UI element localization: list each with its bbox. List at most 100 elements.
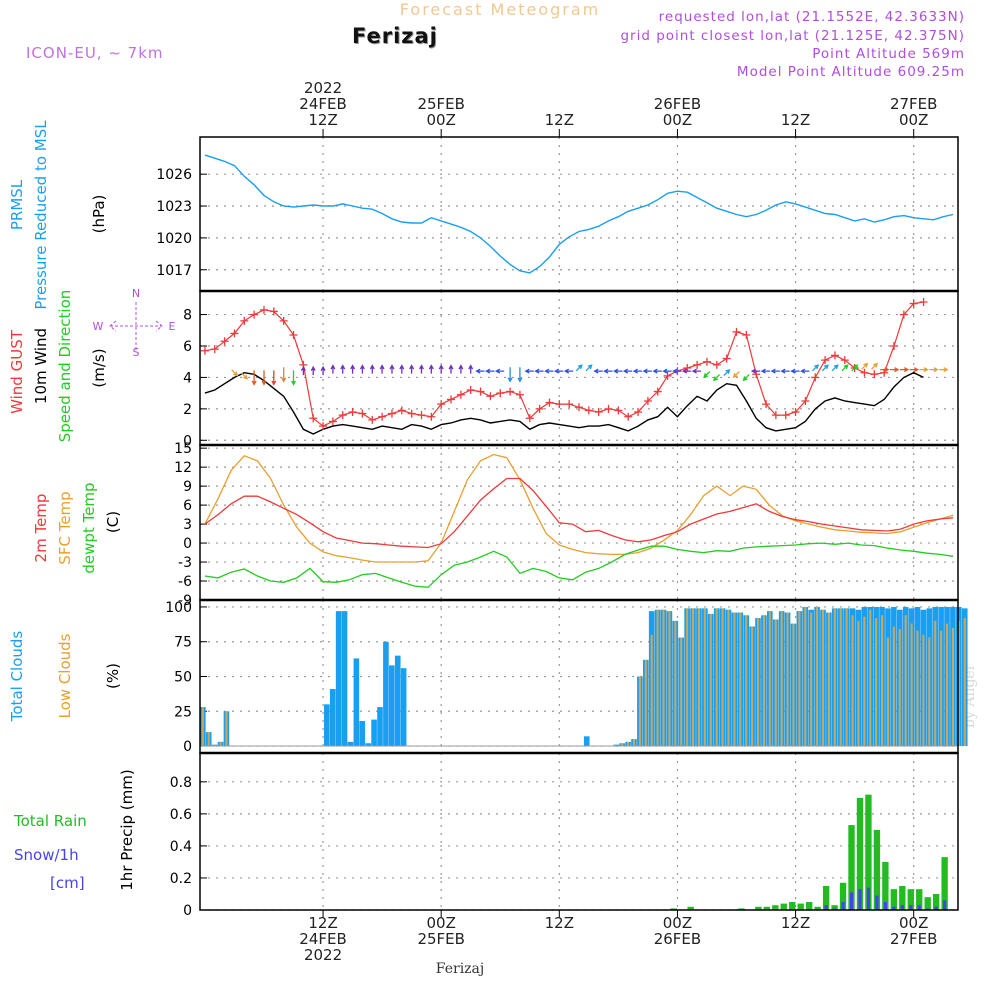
- gust-marker: [781, 411, 790, 420]
- gust-marker: [496, 389, 505, 398]
- gust-marker: [771, 411, 780, 420]
- wind-direction-arrow: [681, 368, 692, 374]
- wind-direction-arrow: [563, 368, 574, 374]
- wind-direction-arrow: [379, 364, 385, 374]
- low-cloud-bar: [632, 739, 636, 747]
- snow-bar: [909, 905, 913, 910]
- gust-marker: [515, 390, 524, 399]
- gust-marker: [437, 400, 446, 409]
- bottom-time-label: 24FEB: [299, 930, 346, 948]
- rain-bar: [907, 889, 914, 910]
- snow-bar: [875, 895, 879, 910]
- gust-marker: [712, 360, 721, 369]
- gust-marker: [702, 357, 711, 366]
- label-snow-unit: [cm]: [50, 874, 85, 892]
- gust-marker: [378, 412, 387, 421]
- gust-marker: [732, 327, 741, 336]
- wind-direction-arrow: [389, 364, 395, 374]
- gust-marker: [358, 409, 367, 418]
- y-tick-label: 0.8: [170, 775, 192, 791]
- wind-direction-arrow: [890, 367, 900, 373]
- y-tick-label: 3: [183, 517, 192, 533]
- wind-direction-arrow: [919, 367, 929, 373]
- series-wind-gust: [204, 301, 924, 427]
- gust-marker: [722, 354, 731, 363]
- wind-direction-arrow: [662, 368, 672, 374]
- gust-marker: [289, 331, 298, 339]
- wind-direction-arrow: [553, 368, 564, 374]
- low-cloud-bar: [756, 618, 760, 747]
- wind-direction-arrow: [770, 368, 780, 374]
- bottom-time-label: 12Z: [781, 914, 810, 932]
- gust-marker: [466, 386, 475, 394]
- top-time-label: 26FEB: [654, 95, 701, 113]
- wind-direction-arrow: [603, 368, 613, 374]
- wind-direction-arrow: [428, 364, 434, 374]
- y-tick-label: 1023: [156, 199, 192, 215]
- total-cloud-bar: [389, 665, 395, 747]
- series-prmsl: [204, 154, 954, 274]
- gust-marker: [525, 414, 534, 423]
- low-cloud-bar: [916, 630, 919, 747]
- gust-marker: [565, 400, 574, 409]
- snow-bar: [926, 908, 930, 910]
- bottom-time-label: 00Z: [426, 914, 455, 932]
- compass-s: S: [133, 346, 140, 359]
- rain-bar: [738, 908, 745, 910]
- gust-marker: [250, 310, 259, 319]
- gust-marker: [456, 390, 465, 399]
- ylabel-c: (C): [104, 511, 122, 533]
- top-time-label: 2022: [304, 79, 342, 97]
- low-cloud-bar: [697, 608, 700, 747]
- y-tick-label: 12: [174, 460, 192, 476]
- label-dewpt-temp: dewpt Temp: [80, 482, 98, 573]
- y-tick-label: 0.2: [170, 871, 192, 887]
- wind-direction-arrow: [812, 364, 820, 372]
- label-2m-temp: 2m Temp: [32, 494, 50, 563]
- ylabel-hpa: (hPa): [90, 195, 108, 234]
- total-cloud-bar: [365, 743, 371, 747]
- rain-bar: [890, 889, 898, 910]
- rain-bar: [916, 889, 923, 910]
- wind-direction-arrow: [732, 371, 740, 379]
- rain-bar: [789, 901, 796, 910]
- y-tick-label: 6: [183, 498, 192, 514]
- low-cloud-bar: [816, 606, 819, 747]
- snow-bar: [832, 908, 837, 910]
- wind-direction-arrow: [831, 364, 839, 372]
- wind-direction-arrow: [534, 368, 544, 374]
- low-cloud-bar: [957, 620, 960, 747]
- low-cloud-bar: [780, 611, 783, 747]
- total-cloud-bar: [613, 744, 620, 747]
- gust-marker: [417, 411, 426, 420]
- y-tick-label: 0: [183, 433, 192, 449]
- y-tick-label: 25: [174, 704, 192, 720]
- gust-marker: [890, 342, 899, 350]
- low-cloud-bar: [934, 620, 937, 747]
- chart-title: Forecast Meteogram: [399, 0, 601, 19]
- footer-location: Ferizaj: [436, 961, 484, 977]
- wind-direction-arrow: [291, 370, 296, 386]
- label-pressure-msl: Pressure Reduced to MSL: [32, 120, 50, 310]
- low-cloud-bar: [201, 707, 204, 747]
- y-tick-label: 0.6: [170, 807, 192, 823]
- wind-direction-arrow: [241, 372, 249, 380]
- rain-bar: [806, 901, 813, 910]
- gust-marker: [840, 356, 849, 365]
- low-cloud-bar: [703, 608, 706, 747]
- wind-direction-arrow: [642, 368, 652, 374]
- rain-bar: [865, 794, 872, 910]
- low-cloud-bar: [662, 609, 665, 747]
- wind-direction-arrow: [409, 364, 415, 374]
- y-tick-label: 0: [183, 536, 192, 552]
- wind-direction-arrow: [851, 364, 859, 372]
- y-tick-label: -6: [178, 574, 192, 590]
- gust-marker: [614, 406, 623, 415]
- wind-direction-arrow: [320, 365, 326, 376]
- y-tick-label: 4: [183, 370, 192, 386]
- gust-marker: [811, 373, 820, 382]
- low-cloud-bar: [875, 618, 878, 747]
- y-tick-label: 0: [183, 739, 192, 755]
- y-tick-label: 50: [174, 670, 192, 686]
- compass-n: N: [132, 287, 140, 300]
